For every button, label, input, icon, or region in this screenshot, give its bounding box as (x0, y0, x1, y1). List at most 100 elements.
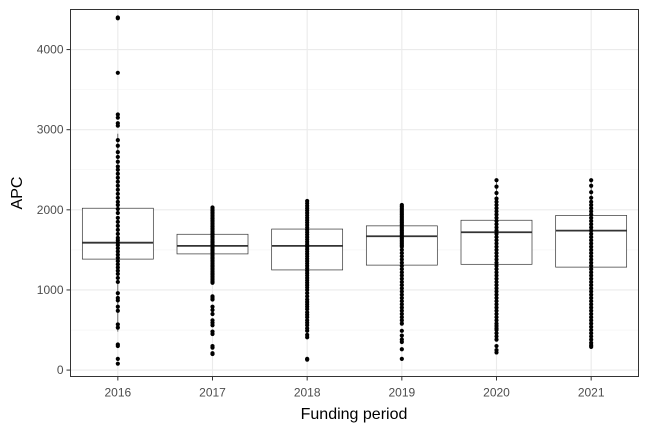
data-point (210, 304, 215, 309)
data-point (399, 339, 404, 345)
data-point (115, 343, 120, 349)
data-point (399, 257, 404, 262)
data-point (494, 212, 499, 217)
data-point (115, 154, 120, 160)
data-point (115, 249, 120, 254)
data-point (115, 298, 120, 303)
data-point (494, 273, 499, 278)
data-point (115, 252, 120, 257)
data-point (589, 337, 594, 342)
data-point (494, 206, 499, 211)
data-point (399, 276, 404, 281)
data-point (589, 302, 594, 307)
x-tick-label: 2020 (483, 386, 510, 400)
data-point (494, 222, 499, 227)
data-point (589, 283, 594, 288)
data-point (589, 270, 594, 275)
data-point (115, 259, 120, 264)
data-point (494, 315, 499, 320)
data-point (115, 271, 120, 277)
data-point (115, 210, 120, 216)
data-point (589, 311, 594, 317)
data-point (115, 262, 120, 267)
data-point (305, 328, 310, 333)
data-point (494, 196, 499, 201)
data-point (115, 195, 120, 200)
data-point (115, 183, 120, 188)
data-point (589, 250, 594, 256)
x-tick-label: 2021 (578, 386, 605, 400)
data-point (589, 279, 594, 285)
data-point (494, 302, 499, 307)
data-point (494, 286, 499, 291)
data-point (494, 299, 499, 304)
data-point (494, 190, 499, 196)
data-point (115, 268, 120, 273)
data-point (494, 263, 499, 269)
data-point (589, 321, 594, 326)
data-point (115, 159, 120, 164)
data-point (589, 195, 594, 200)
data-point (589, 202, 594, 208)
data-point (494, 260, 499, 265)
data-point (589, 276, 594, 281)
data-point (115, 143, 120, 148)
data-point (115, 291, 120, 296)
data-point (115, 223, 120, 228)
x-axis-title: Funding period (301, 406, 408, 423)
data-point (589, 247, 594, 252)
data-point (494, 199, 499, 204)
data-point (115, 227, 120, 232)
data-point (399, 347, 404, 352)
data-point (494, 276, 499, 281)
data-point (494, 234, 499, 240)
data-point (115, 279, 120, 285)
data-point (399, 295, 404, 301)
data-point (399, 244, 404, 249)
data-point (399, 286, 404, 291)
data-point (399, 305, 404, 310)
data-point (305, 294, 310, 299)
data-point (115, 246, 120, 251)
data-point (589, 324, 594, 329)
data-point (210, 297, 215, 302)
data-point (494, 244, 499, 249)
data-point (589, 295, 594, 301)
data-point (494, 225, 499, 230)
data-point (115, 70, 120, 75)
data-point (210, 351, 215, 357)
data-point (115, 304, 120, 309)
data-point (589, 209, 594, 214)
data-point (494, 231, 499, 236)
data-point (399, 267, 404, 272)
axis-layer: 0 1000 2000 3000 4000 2016 2017 2018 2019 2020 202… (37, 43, 605, 400)
data-point (589, 212, 594, 217)
data-point (589, 263, 594, 269)
x-tick-label: 2019 (388, 386, 415, 400)
y-tick-label: 1000 (37, 283, 64, 297)
data-point (305, 335, 310, 340)
data-point (494, 311, 499, 317)
data-point (399, 289, 404, 294)
data-point (494, 350, 499, 355)
data-point (210, 323, 215, 328)
data-point (589, 199, 594, 204)
data-point (115, 164, 120, 169)
data-point (589, 257, 594, 262)
data-point (399, 315, 404, 320)
data-point (494, 254, 499, 259)
x-tick-label: 2016 (104, 386, 131, 400)
data-point (589, 286, 594, 291)
data-point (305, 291, 310, 296)
data-point (399, 247, 404, 252)
data-point (589, 334, 594, 339)
data-point (494, 184, 499, 189)
data-point (210, 311, 215, 317)
data-point (399, 328, 404, 333)
data-point (115, 322, 120, 327)
data-point (494, 318, 499, 323)
data-point (494, 267, 499, 272)
data-point (305, 287, 310, 293)
